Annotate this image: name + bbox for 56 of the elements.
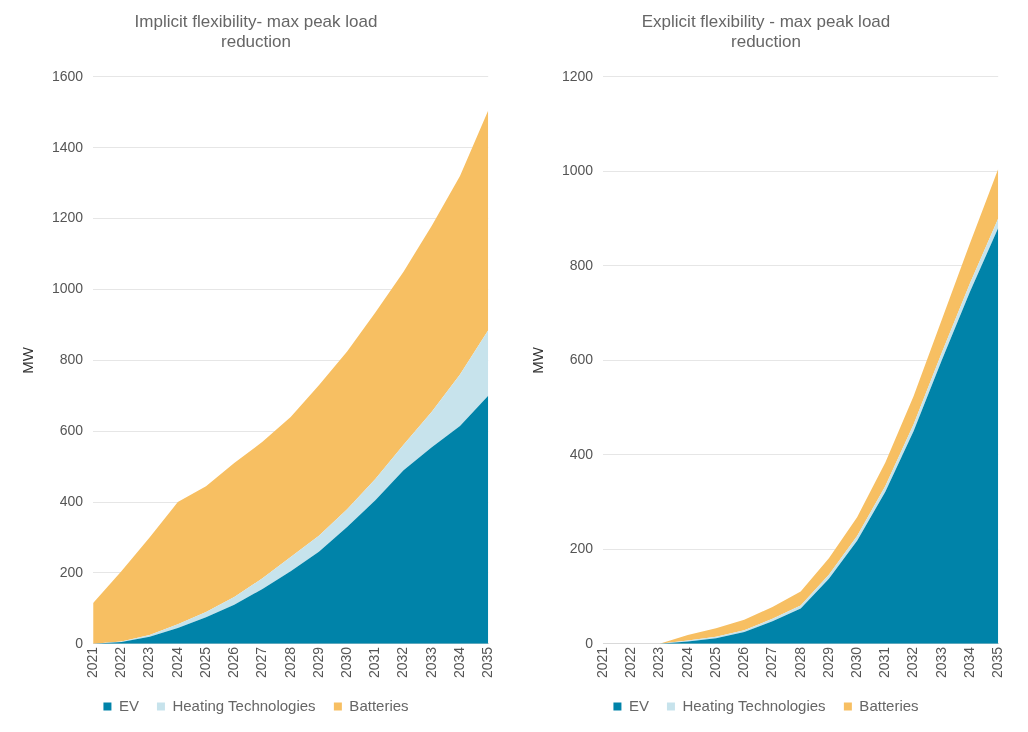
legend-label: EV bbox=[118, 696, 139, 714]
x-tick-label: 2035 bbox=[989, 646, 1006, 679]
x-tick-label: 2022 bbox=[112, 646, 129, 679]
x-tick-label: 2030 bbox=[337, 646, 354, 679]
x-tick-label: 2023 bbox=[650, 646, 667, 679]
y-tick-label: 400 bbox=[59, 492, 84, 509]
x-tick-label: 2031 bbox=[366, 646, 383, 679]
x-tick-label: 2023 bbox=[140, 646, 157, 679]
legend-label: EV bbox=[628, 696, 649, 714]
y-tick-label: 0 bbox=[585, 634, 594, 651]
legend-label: Batteries bbox=[859, 696, 919, 714]
x-tick-label: 2032 bbox=[904, 646, 921, 679]
x-tick-label: 2021 bbox=[84, 646, 100, 679]
y-tick-label: 800 bbox=[59, 351, 84, 368]
x-tick-label: 2033 bbox=[422, 646, 439, 679]
legend-label: Heating Technologies bbox=[172, 696, 316, 714]
legend-label: Heating Technologies bbox=[682, 696, 826, 714]
x-tick-label: 2028 bbox=[281, 646, 298, 679]
y-tick-label: 400 bbox=[569, 445, 594, 462]
x-tick-label: 2030 bbox=[847, 646, 864, 679]
x-tick-label: 2025 bbox=[706, 646, 723, 679]
y-tick-label: 1200 bbox=[561, 67, 594, 84]
x-tick-label: 2021 bbox=[594, 646, 610, 679]
chart-title: Implicit flexibility- max peak load reduction bbox=[134, 11, 378, 52]
x-tick-label: 2026 bbox=[735, 646, 752, 679]
x-tick-label: 2029 bbox=[309, 646, 326, 679]
y-tick-label: 1400 bbox=[51, 138, 84, 155]
legend-label: Batteries bbox=[349, 696, 409, 714]
y-axis-title: MW bbox=[19, 346, 37, 374]
y-tick-label: 1600 bbox=[51, 67, 84, 84]
x-tick-label: 2033 bbox=[932, 646, 949, 679]
y-tick-label: 1000 bbox=[561, 162, 594, 179]
y-tick-label: 1200 bbox=[51, 209, 84, 226]
x-tick-label: 2024 bbox=[678, 646, 695, 679]
x-tick-label: 2022 bbox=[622, 646, 639, 679]
x-tick-label: 2026 bbox=[225, 646, 242, 679]
y-tick-label: 1000 bbox=[51, 280, 84, 297]
x-tick-label: 2027 bbox=[763, 646, 780, 679]
y-tick-label: 600 bbox=[59, 422, 84, 439]
x-tick-label: 2032 bbox=[394, 646, 411, 679]
x-tick-label: 2035 bbox=[479, 646, 496, 679]
y-tick-label: 800 bbox=[569, 256, 594, 273]
x-tick-label: 2027 bbox=[253, 646, 270, 679]
y-tick-label: 600 bbox=[569, 351, 594, 368]
x-tick-label: 2034 bbox=[450, 646, 467, 679]
x-tick-label: 2034 bbox=[960, 646, 977, 679]
x-tick-label: 2028 bbox=[791, 646, 808, 679]
y-tick-label: 200 bbox=[569, 540, 594, 557]
x-tick-label: 2025 bbox=[196, 646, 213, 679]
x-tick-label: 2029 bbox=[819, 646, 836, 679]
chart-title: Explicit flexibility - max peak load reduction bbox=[641, 11, 891, 52]
x-tick-label: 2031 bbox=[876, 646, 893, 679]
y-tick-label: 0 bbox=[75, 634, 84, 651]
x-tick-label: 2024 bbox=[168, 646, 185, 679]
y-tick-label: 200 bbox=[59, 563, 84, 580]
y-axis-title: MW bbox=[529, 346, 547, 374]
